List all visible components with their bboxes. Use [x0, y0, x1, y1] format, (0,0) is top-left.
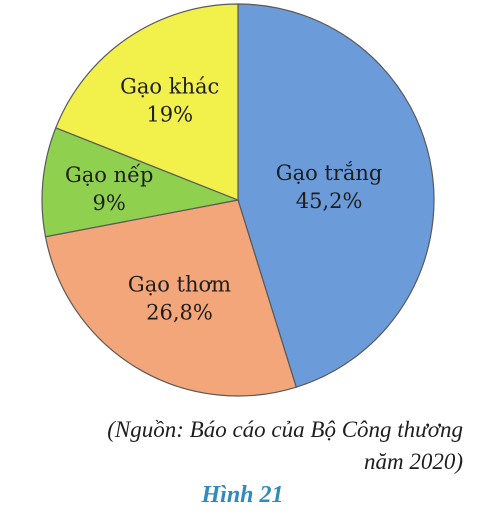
- slice-label-3: Gạo nếp: [65, 163, 154, 187]
- slice-label-2: Gạo thơm: [128, 273, 231, 297]
- source-note-line-1: (Nguồn: Báo cáo của Bộ Công thương: [107, 417, 463, 442]
- pie-slice-2: [44, 199, 297, 397]
- pie-slice-4: [54, 3, 239, 201]
- slice-label-1: Gạo trắng: [276, 161, 383, 185]
- pie-slice-3: [41, 127, 241, 238]
- pie-slice-1: [237, 3, 435, 388]
- slice-value-label-2: 26,8%: [146, 301, 213, 325]
- slice-value-label-1: 45,2%: [296, 189, 363, 213]
- source-note-line-2: năm 2020): [363, 449, 463, 474]
- slice-value-label-3: 9%: [93, 191, 126, 215]
- slice-label-4: Gạo khác: [120, 75, 219, 99]
- figure-caption: Hình 21: [201, 482, 284, 508]
- pie-chart: Gạo trắng 45,2% Gạo thơm 26,8% Gạo nếp 9% Gạo …: [41, 3, 435, 397]
- slice-value-label-4: 19%: [146, 103, 193, 127]
